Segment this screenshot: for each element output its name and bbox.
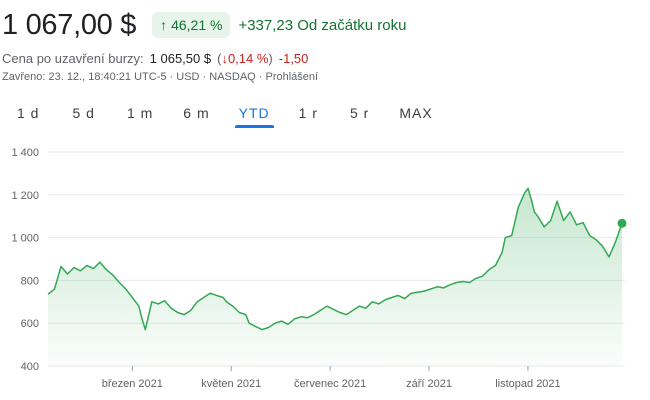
y-tick-label: 1 200	[11, 190, 39, 202]
prev-close-label: Cena po uzavření burzy:	[2, 51, 144, 66]
x-tick-label: září 2021	[406, 378, 452, 390]
change-percent-badge: ↑ 46,21 %	[152, 12, 231, 38]
after-hours-row: Cena po uzavření burzy: 1 065,50 $ ( ↓0,…	[2, 51, 308, 66]
market-meta: Zavřeno: 23. 12., 18:40:21 UTC-5 · USD ·…	[2, 71, 319, 83]
tab-1d[interactable]: 1 d	[17, 105, 40, 121]
y-tick-label: 1 000	[11, 233, 39, 245]
tab-1m[interactable]: 1 m	[126, 105, 154, 121]
x-tick-label: červenec 2021	[294, 378, 366, 390]
tab-ytd[interactable]: YTD	[234, 104, 274, 128]
x-axis-labels: březen 2021 květen 2021 červenec 2021 září …	[102, 378, 561, 390]
price-area-fill	[48, 188, 622, 366]
y-tick-label: 600	[21, 318, 39, 330]
y-axis-labels: 1 400 1 200 1 000 800 600 400	[11, 147, 39, 373]
arrow-up-icon: ↑	[160, 17, 168, 33]
change-absolute: +337,23 Od začátku roku	[238, 16, 407, 34]
current-price-dot	[617, 218, 627, 228]
y-tick-label: 800	[21, 275, 39, 287]
after-hours-open-paren: (	[217, 51, 222, 66]
prev-close-value: 1 065,50 $	[149, 51, 212, 66]
change-percent: 46,21 %	[171, 17, 223, 33]
tab-5r[interactable]: 5 r	[349, 105, 370, 121]
after-hours-percent: ↓0,14 %	[221, 51, 269, 66]
y-tick-label: 1 400	[11, 147, 39, 159]
tab-5d[interactable]: 5 d	[72, 105, 95, 121]
price-header: 1 067,00 $ ↑ 46,21 % +337,23 Od začátku …	[0, 8, 406, 42]
x-tick-label: květen 2021	[201, 378, 261, 390]
tab-1r[interactable]: 1 r	[298, 105, 318, 121]
current-price: 1 067,00 $	[2, 8, 137, 41]
y-tick-label: 400	[21, 361, 39, 373]
x-tick-label: březen 2021	[102, 378, 163, 390]
after-hours-change: -1,50	[278, 51, 309, 66]
x-tick-label: listopad 2021	[495, 378, 560, 390]
tab-6m[interactable]: 6 m	[183, 105, 210, 121]
tab-max[interactable]: MAX	[399, 105, 433, 121]
price-line	[47, 187, 623, 331]
price-chart[interactable]: 1 400 1 200 1 000 800 600 400 březen 2021 květ…	[0, 140, 650, 395]
range-tabs: 1 d 5 d 1 m 6 m YTD 1 r 5 r MAX	[0, 104, 433, 128]
x-axis-ticks	[131, 366, 529, 371]
after-hours-close-paren: )	[268, 51, 273, 66]
